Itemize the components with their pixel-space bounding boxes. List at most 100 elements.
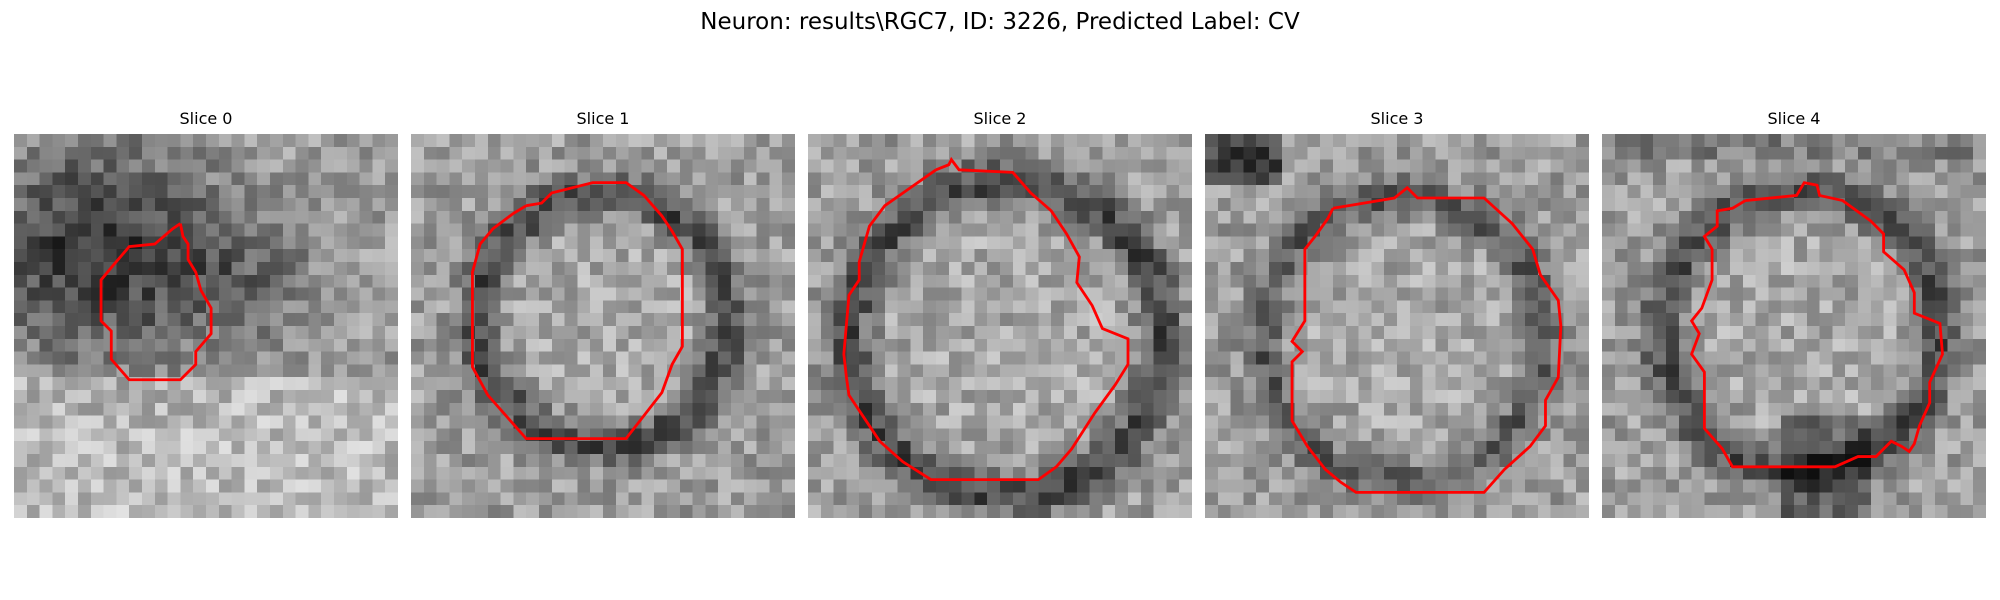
pixel	[539, 223, 553, 237]
pixel	[731, 326, 745, 340]
pixel	[385, 454, 398, 468]
pixel	[1281, 428, 1295, 442]
pixel	[884, 300, 898, 314]
pixel	[577, 223, 591, 237]
pixel	[833, 185, 847, 199]
pixel	[1320, 364, 1334, 378]
pixel	[1614, 377, 1628, 391]
pixel	[1384, 262, 1398, 276]
pixel	[487, 159, 501, 173]
pixel	[692, 198, 706, 212]
pixel	[1025, 134, 1039, 148]
pixel	[372, 146, 386, 160]
pixel	[974, 479, 988, 493]
pixel	[974, 428, 988, 442]
pixel	[654, 479, 668, 493]
pixel	[1602, 454, 1616, 468]
pixel	[372, 505, 386, 518]
pixel	[1128, 454, 1142, 468]
pixel	[833, 377, 847, 391]
pixel	[1858, 377, 1872, 391]
pixel	[1140, 313, 1154, 327]
pixel	[1217, 146, 1231, 160]
pixel	[1051, 364, 1065, 378]
pixel	[1691, 454, 1705, 468]
pixel	[1012, 274, 1026, 288]
pixel	[1806, 454, 1820, 468]
pixel	[154, 249, 168, 263]
pixel	[1345, 505, 1359, 518]
pixel	[1179, 454, 1192, 468]
pixel	[14, 505, 28, 518]
pixel	[1512, 364, 1526, 378]
pixel	[116, 185, 130, 199]
pixel	[321, 415, 335, 429]
pixel	[1473, 300, 1487, 314]
pixel	[756, 402, 770, 416]
pixel	[116, 351, 130, 365]
pixel	[1691, 172, 1705, 186]
pixel	[987, 377, 1001, 391]
pixel	[1205, 262, 1219, 276]
pixel	[1563, 415, 1577, 429]
pixel	[936, 198, 950, 212]
pixel	[359, 287, 373, 301]
pixel	[193, 454, 207, 468]
pixel	[1640, 479, 1654, 493]
pixel	[1717, 492, 1731, 506]
pixel	[282, 492, 296, 506]
pixel	[1537, 326, 1551, 340]
pixel	[1870, 492, 1884, 506]
pixel	[1422, 364, 1436, 378]
pixel	[193, 236, 207, 250]
pixel	[1448, 402, 1462, 416]
pixel	[667, 505, 681, 518]
pixel	[487, 441, 501, 455]
pixel	[90, 326, 104, 340]
pixel	[346, 364, 360, 378]
pixel	[78, 390, 92, 404]
pixel	[1358, 159, 1372, 173]
pixel	[1678, 198, 1692, 212]
pixel	[1320, 198, 1334, 212]
pixel	[257, 172, 271, 186]
pixel	[167, 492, 181, 506]
pixel	[103, 377, 117, 391]
pixel	[52, 454, 66, 468]
pixel	[346, 210, 360, 224]
pixel	[282, 236, 296, 250]
pixel	[1704, 402, 1718, 416]
pixel	[1742, 479, 1756, 493]
pixel	[282, 441, 296, 455]
pixel	[1281, 505, 1295, 518]
pixel	[884, 364, 898, 378]
pixel	[218, 428, 232, 442]
pixel	[1358, 185, 1372, 199]
pixel	[551, 146, 565, 160]
pixel	[449, 159, 463, 173]
pixel	[1076, 441, 1090, 455]
pixel	[705, 172, 719, 186]
pixel	[65, 402, 79, 416]
pixel	[808, 338, 822, 352]
pixel	[1409, 146, 1423, 160]
pixel	[1358, 236, 1372, 250]
pixel	[1537, 441, 1551, 455]
pixel	[936, 223, 950, 237]
pixel	[1666, 300, 1680, 314]
pixel	[423, 223, 437, 237]
pixel	[1960, 492, 1974, 506]
pixel	[859, 274, 873, 288]
pixel	[769, 159, 783, 173]
pixel	[1602, 466, 1616, 480]
pixel	[308, 172, 322, 186]
pixel	[1794, 146, 1808, 160]
pixel	[475, 326, 489, 340]
pixel	[1179, 479, 1192, 493]
pixel	[1371, 428, 1385, 442]
pixel	[1960, 236, 1974, 250]
pixel	[346, 441, 360, 455]
pixel	[513, 466, 527, 480]
pixel	[756, 326, 770, 340]
pixel	[1205, 479, 1219, 493]
